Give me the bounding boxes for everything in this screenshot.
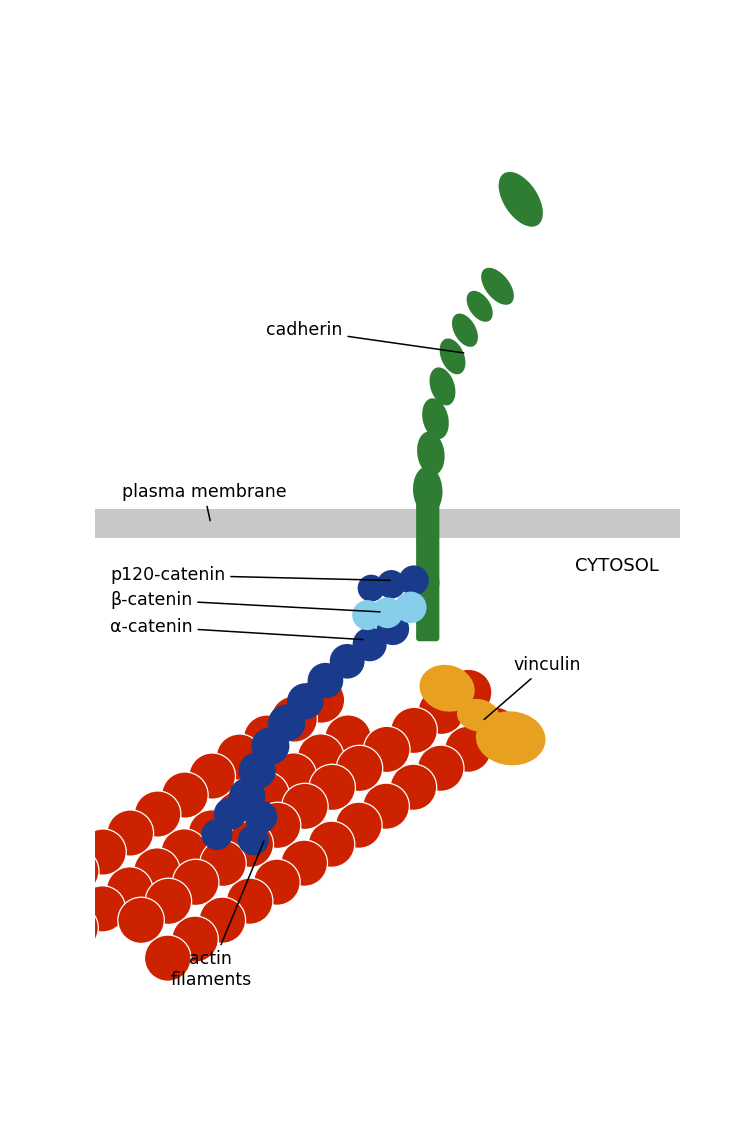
Circle shape: [238, 825, 269, 856]
Ellipse shape: [476, 711, 546, 766]
Circle shape: [0, 942, 44, 989]
Circle shape: [282, 783, 328, 830]
Circle shape: [325, 715, 371, 761]
Circle shape: [239, 752, 276, 790]
Circle shape: [363, 783, 410, 830]
Circle shape: [391, 707, 437, 753]
FancyBboxPatch shape: [416, 494, 439, 588]
Ellipse shape: [466, 291, 493, 322]
Ellipse shape: [481, 268, 514, 305]
Circle shape: [309, 764, 355, 810]
Ellipse shape: [457, 698, 499, 731]
Circle shape: [144, 936, 191, 981]
Circle shape: [229, 778, 265, 815]
Circle shape: [358, 575, 385, 601]
Circle shape: [377, 570, 406, 599]
Circle shape: [287, 683, 324, 720]
Circle shape: [252, 727, 290, 764]
Circle shape: [162, 772, 208, 818]
Circle shape: [214, 798, 246, 830]
Circle shape: [134, 848, 180, 895]
FancyBboxPatch shape: [416, 577, 439, 641]
Circle shape: [216, 734, 263, 780]
Circle shape: [201, 819, 232, 850]
Text: α-catenin: α-catenin: [110, 617, 363, 640]
Circle shape: [118, 897, 164, 944]
Circle shape: [472, 707, 519, 753]
Circle shape: [418, 688, 465, 735]
Circle shape: [145, 879, 191, 924]
Circle shape: [80, 830, 126, 875]
Circle shape: [0, 905, 17, 952]
Text: cadherin: cadherin: [266, 321, 463, 353]
Circle shape: [25, 867, 72, 913]
Circle shape: [268, 704, 305, 742]
Circle shape: [281, 840, 327, 887]
Circle shape: [308, 822, 355, 867]
Circle shape: [390, 764, 437, 810]
Circle shape: [215, 791, 262, 837]
Ellipse shape: [429, 367, 455, 405]
Circle shape: [336, 745, 383, 792]
Circle shape: [254, 859, 300, 905]
Ellipse shape: [440, 339, 466, 374]
Circle shape: [226, 879, 273, 924]
Ellipse shape: [499, 172, 543, 227]
Circle shape: [52, 848, 99, 895]
Circle shape: [172, 916, 218, 962]
Circle shape: [270, 753, 317, 799]
Text: vinculin: vinculin: [484, 656, 581, 720]
Bar: [94, 509, 680, 539]
Circle shape: [364, 727, 410, 772]
Circle shape: [227, 822, 274, 867]
Circle shape: [188, 810, 235, 856]
Circle shape: [417, 745, 464, 792]
Circle shape: [352, 600, 383, 630]
Circle shape: [243, 771, 290, 818]
Circle shape: [135, 791, 181, 837]
Circle shape: [79, 885, 125, 932]
Circle shape: [298, 677, 345, 723]
Circle shape: [298, 734, 344, 780]
Circle shape: [0, 885, 45, 932]
Circle shape: [200, 840, 246, 887]
Ellipse shape: [422, 398, 449, 439]
Circle shape: [189, 753, 235, 799]
Text: actin
filaments: actin filaments: [170, 841, 264, 989]
Circle shape: [245, 801, 277, 833]
Text: CYTOSOL: CYTOSOL: [575, 557, 659, 575]
Text: plasma membrane: plasma membrane: [122, 483, 287, 520]
Circle shape: [254, 802, 301, 849]
Circle shape: [445, 670, 492, 715]
Circle shape: [271, 696, 318, 742]
Circle shape: [445, 726, 491, 772]
Circle shape: [372, 598, 403, 629]
Text: p120-catenin: p120-catenin: [110, 566, 390, 584]
Circle shape: [161, 828, 208, 875]
Circle shape: [199, 897, 246, 944]
Ellipse shape: [420, 665, 475, 712]
Ellipse shape: [417, 431, 445, 475]
Circle shape: [243, 715, 290, 761]
Circle shape: [107, 810, 153, 856]
Ellipse shape: [413, 467, 442, 515]
Circle shape: [172, 859, 219, 906]
Text: β-catenin: β-catenin: [110, 591, 380, 612]
Circle shape: [24, 924, 71, 970]
Circle shape: [308, 663, 343, 698]
Ellipse shape: [452, 314, 478, 347]
Circle shape: [330, 644, 364, 679]
Circle shape: [376, 613, 409, 645]
Circle shape: [107, 867, 153, 913]
Circle shape: [395, 591, 426, 623]
Circle shape: [398, 566, 429, 596]
Circle shape: [352, 628, 386, 662]
Circle shape: [52, 905, 98, 950]
Circle shape: [336, 802, 382, 848]
